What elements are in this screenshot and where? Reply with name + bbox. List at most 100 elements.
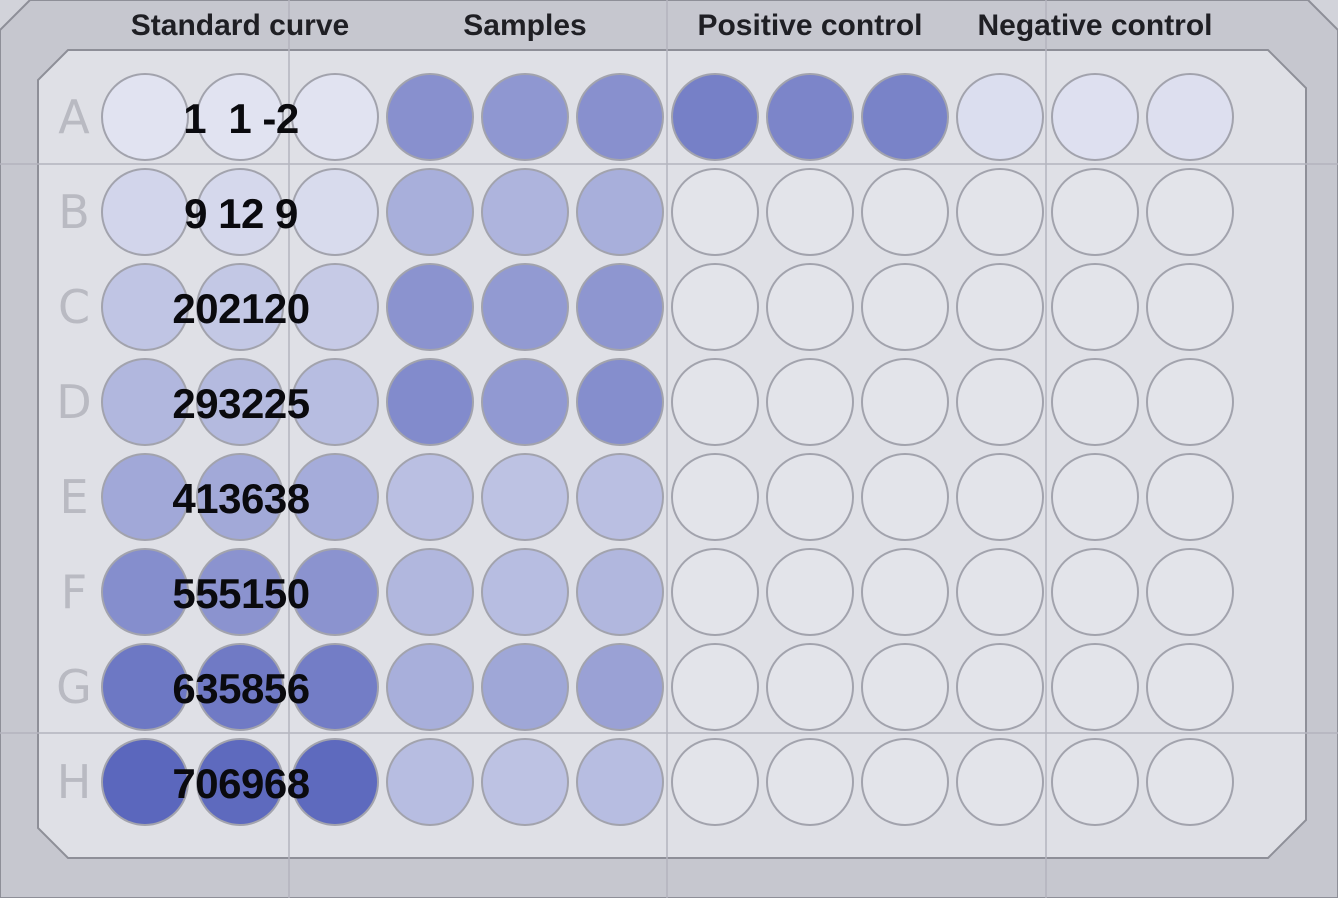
well-H2: [196, 738, 284, 826]
header-positive-control: Positive control: [697, 9, 923, 42]
well-C12: [1146, 263, 1234, 351]
well-E2: [196, 453, 284, 541]
well-C4: [386, 263, 474, 351]
standard-value-row-e: 413638: [172, 475, 310, 522]
well-A5: [481, 73, 569, 161]
well-F1: [101, 548, 189, 636]
well-F11: [1051, 548, 1139, 636]
well-E5: [481, 453, 569, 541]
header-standard-curve: Standard curve: [130, 9, 350, 42]
well-B3: [291, 168, 379, 256]
well-E12: [1146, 453, 1234, 541]
well-A10: [956, 73, 1044, 161]
well-F3: [291, 548, 379, 636]
well-D4: [386, 358, 474, 446]
well-F5: [481, 548, 569, 636]
row-label-a: A: [58, 90, 90, 144]
well-D10: [956, 358, 1044, 446]
well-G7: [671, 643, 759, 731]
well-F4: [386, 548, 474, 636]
well-E1: [101, 453, 189, 541]
row-label-c: C: [57, 280, 91, 334]
well-F9: [861, 548, 949, 636]
well-H4: [386, 738, 474, 826]
well-A6: [576, 73, 664, 161]
well-D6: [576, 358, 664, 446]
header-samples: Samples: [463, 9, 587, 42]
well-B9: [861, 168, 949, 256]
well-F7: [671, 548, 759, 636]
well-A2: [196, 73, 284, 161]
well-E11: [1051, 453, 1139, 541]
well-G1: [101, 643, 189, 731]
well-F10: [956, 548, 1044, 636]
well-E7: [671, 453, 759, 541]
well-G8: [766, 643, 854, 731]
well-A3: [291, 73, 379, 161]
well-A8: [766, 73, 854, 161]
well-H11: [1051, 738, 1139, 826]
well-C3: [291, 263, 379, 351]
well-C7: [671, 263, 759, 351]
standard-value-row-g: 635856: [172, 665, 310, 712]
well-C11: [1051, 263, 1139, 351]
well-A7: [671, 73, 759, 161]
well-G6: [576, 643, 664, 731]
well-C10: [956, 263, 1044, 351]
row-label-e: E: [59, 470, 89, 524]
well-B8: [766, 168, 854, 256]
well-B4: [386, 168, 474, 256]
well-B11: [1051, 168, 1139, 256]
standard-value-row-c: 202120: [172, 285, 310, 332]
well-C6: [576, 263, 664, 351]
well-A11: [1051, 73, 1139, 161]
well-B2: [196, 168, 284, 256]
well-H3: [291, 738, 379, 826]
well-H8: [766, 738, 854, 826]
well-D12: [1146, 358, 1234, 446]
well-E9: [861, 453, 949, 541]
standard-value-row-b: 9 12 9: [184, 190, 298, 237]
header-negative-control: Negative control: [977, 9, 1213, 42]
well-B7: [671, 168, 759, 256]
well-F12: [1146, 548, 1234, 636]
well-G2: [196, 643, 284, 731]
well-D8: [766, 358, 854, 446]
well-A4: [386, 73, 474, 161]
well-C2: [196, 263, 284, 351]
well-D11: [1051, 358, 1139, 446]
well-H1: [101, 738, 189, 826]
well-H6: [576, 738, 664, 826]
well-D9: [861, 358, 949, 446]
well-B12: [1146, 168, 1234, 256]
well-G12: [1146, 643, 1234, 731]
row-label-h: H: [56, 755, 92, 809]
well-B5: [481, 168, 569, 256]
well-E4: [386, 453, 474, 541]
well-G11: [1051, 643, 1139, 731]
well-C9: [861, 263, 949, 351]
well-B10: [956, 168, 1044, 256]
standard-value-row-h: 706968: [172, 760, 310, 807]
standard-value-row-f: 555150: [172, 570, 310, 617]
well-G5: [481, 643, 569, 731]
well-D3: [291, 358, 379, 446]
row-label-b: B: [58, 185, 90, 239]
well-D7: [671, 358, 759, 446]
row-label-f: F: [60, 565, 88, 619]
well-E3: [291, 453, 379, 541]
well-G4: [386, 643, 474, 731]
well-A9: [861, 73, 949, 161]
well-D2: [196, 358, 284, 446]
well-G3: [291, 643, 379, 731]
standard-value-row-a: 1 1 -2: [183, 95, 299, 142]
well-C1: [101, 263, 189, 351]
well-H5: [481, 738, 569, 826]
well-F6: [576, 548, 664, 636]
well-H7: [671, 738, 759, 826]
well-H10: [956, 738, 1044, 826]
well-G9: [861, 643, 949, 731]
well-A1: [101, 73, 189, 161]
